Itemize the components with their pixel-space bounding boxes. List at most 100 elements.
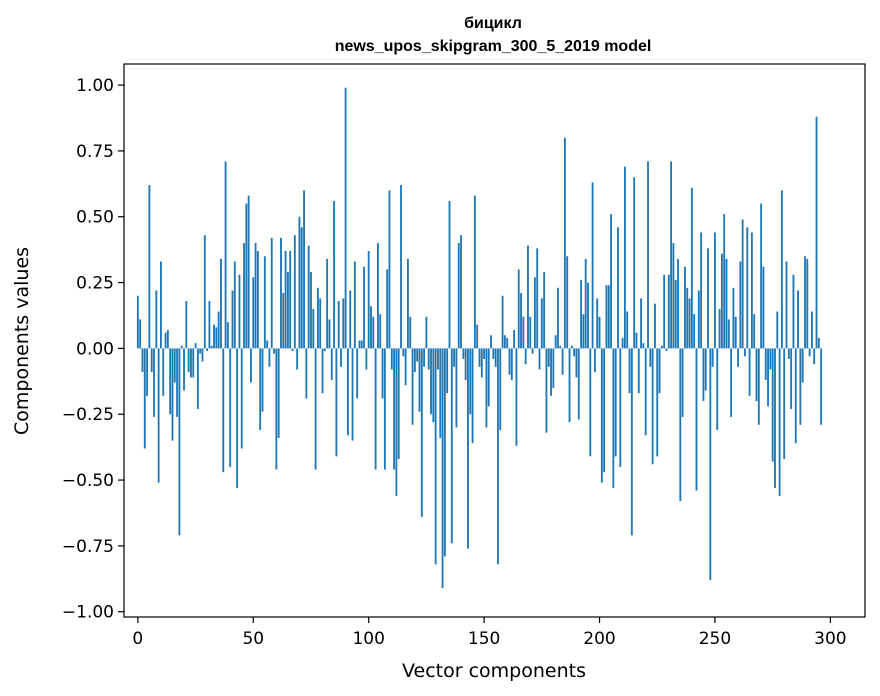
bar-167 [522,316,525,349]
bar-200 [598,316,601,349]
bar-146 [473,195,476,349]
bar-221 [647,161,649,349]
bar-138 [455,348,458,428]
bar-133 [443,348,446,557]
bar-150 [483,348,486,359]
bar-277 [776,311,779,349]
bar-158 [501,295,504,349]
bar-54 [261,348,264,412]
bar-165 [517,269,520,349]
bar-294 [815,116,818,349]
y-axis-label: Components values [11,247,33,435]
bar-234 [677,258,679,349]
bar-269 [757,348,760,425]
bar-178 [547,348,550,367]
bar-245 [702,348,705,402]
bar-247 [707,248,709,349]
bar-183 [559,345,562,349]
bar-206 [612,348,615,488]
bar-37 [222,348,225,473]
bar-175 [540,298,543,349]
bar-237 [684,266,686,349]
bar-151 [485,348,488,428]
bar-223 [651,348,654,465]
bar-190 [575,348,578,378]
bar-285 [794,348,797,444]
bar-104 [377,243,379,349]
bar-262 [741,219,744,349]
bar-73 [305,348,308,399]
bar-12 [164,332,167,349]
bar-2 [141,348,144,373]
bar-20 [183,348,185,391]
bar-251 [716,348,719,431]
bar-181 [554,335,557,349]
bar-229 [665,348,668,352]
bar-216 [635,332,638,349]
bar-198 [593,348,596,373]
bar-101 [370,306,372,349]
chart-title: бицикл [464,15,522,32]
bar-123 [420,348,423,517]
bar-93 [351,348,354,441]
x-tick-label: 50 [242,629,264,649]
bar-141 [462,348,465,359]
bar-222 [649,348,652,367]
bar-142 [464,348,467,380]
bar-11 [162,348,165,396]
bar-7 [153,348,155,417]
bar-28 [201,348,204,362]
bar-116 [404,348,407,386]
bar-296 [820,348,823,425]
bar-239 [688,298,691,349]
bar-32 [210,345,213,349]
bar-130 [437,348,439,370]
bar-201 [600,348,603,483]
bar-122 [418,348,421,412]
bar-64 [284,250,287,349]
bar-258 [732,287,735,349]
bar-199 [596,298,599,349]
bar-242 [695,348,698,491]
bar-70 [298,216,301,349]
bar-227 [660,345,663,349]
x-tick-label: 150 [468,629,500,649]
bar-270 [760,203,763,349]
bar-125 [425,316,428,349]
bar-29 [203,235,206,349]
bar-42 [233,261,236,349]
y-tick-label: 0.00 [76,339,114,359]
bar-163 [513,329,516,349]
bar-254 [723,214,726,349]
bar-68 [293,235,296,349]
bar-25 [194,343,197,349]
bar-268 [755,348,758,402]
bar-91 [346,348,349,436]
bar-26 [196,348,199,409]
bar-34 [215,327,218,349]
bar-112 [395,348,398,496]
bar-77 [314,348,317,470]
bar-61 [277,348,280,438]
bar-282 [787,348,790,359]
bar-259 [734,316,737,349]
plot-area-frame [123,63,866,618]
y-tick-label: −0.50 [62,471,114,491]
bar-56 [266,340,269,349]
bar-240 [690,187,693,349]
bar-188 [570,345,573,349]
bar-214 [630,348,633,536]
bar-43 [236,348,239,488]
bar-283 [790,348,793,409]
bar-241 [693,314,696,349]
bar-15 [171,348,174,441]
bar-171 [531,348,534,354]
bar-36 [220,258,222,349]
chart-subtitle: news_upos_skipgram_300_5_2019 model [335,38,652,55]
bar-58 [270,237,273,349]
bar-129 [434,348,437,565]
bar-184 [561,348,564,375]
bar-185 [563,137,566,349]
bar-157 [499,348,502,431]
bar-118 [409,316,412,349]
